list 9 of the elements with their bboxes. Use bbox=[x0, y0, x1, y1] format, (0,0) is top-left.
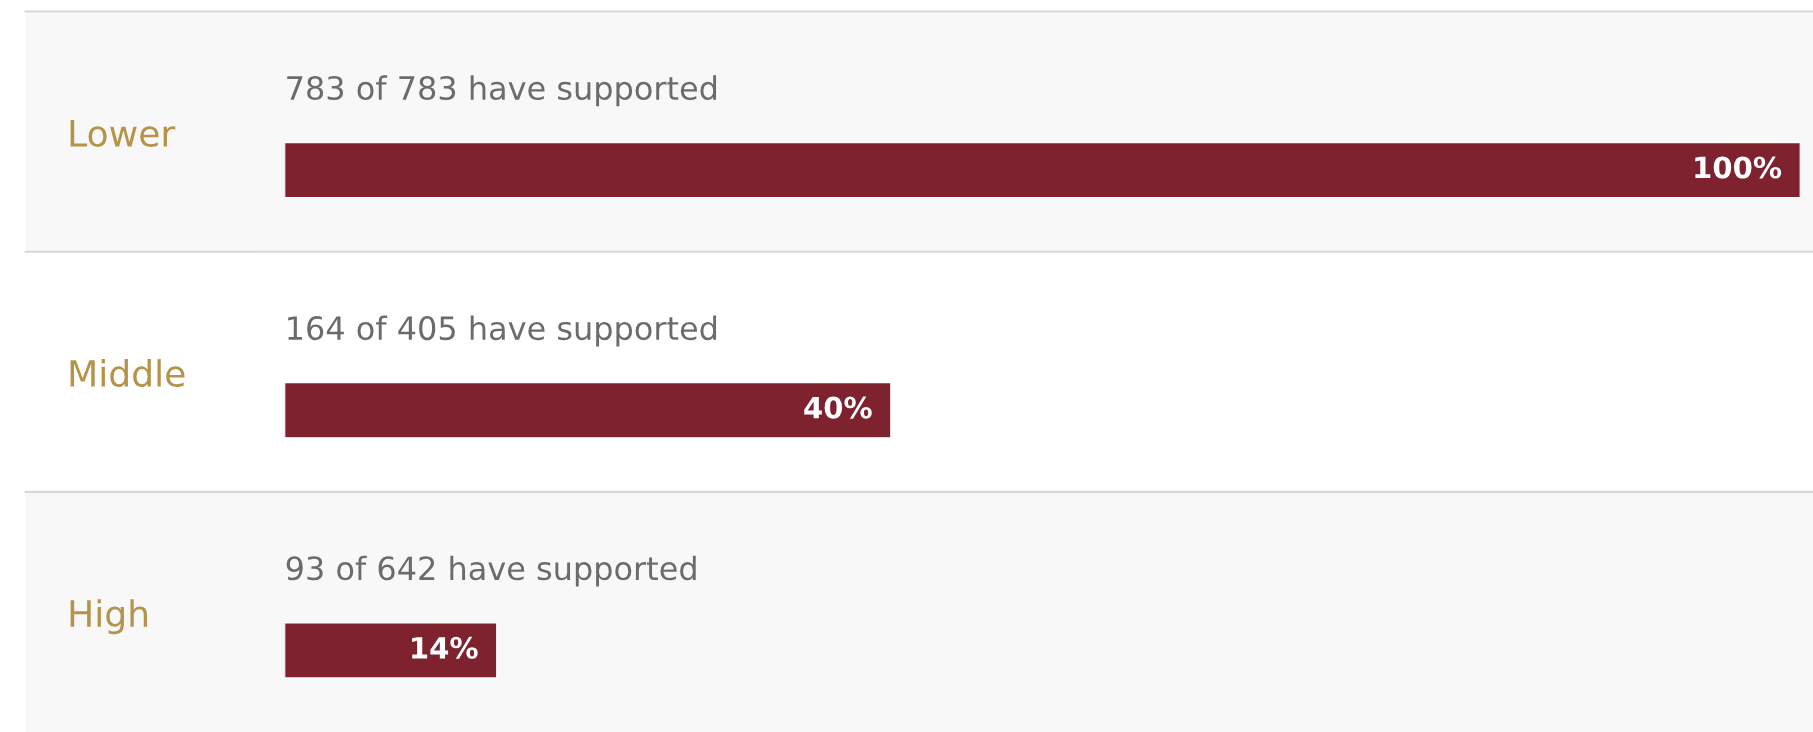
data-label: 40% bbox=[804, 396, 872, 419]
data-label: 14% bbox=[412, 636, 478, 659]
data-label: 100% bbox=[1695, 156, 1782, 179]
annotation: 164 of 405 have supported bbox=[288, 315, 717, 347]
y-tick-label: Middle bbox=[70, 359, 185, 388]
annotation: 93 of 642 have supported bbox=[286, 555, 696, 587]
y-tick-label: Lower bbox=[70, 120, 176, 147]
annotation: 783 of 783 have supported bbox=[287, 75, 717, 107]
y-tick-label: High bbox=[70, 599, 148, 635]
